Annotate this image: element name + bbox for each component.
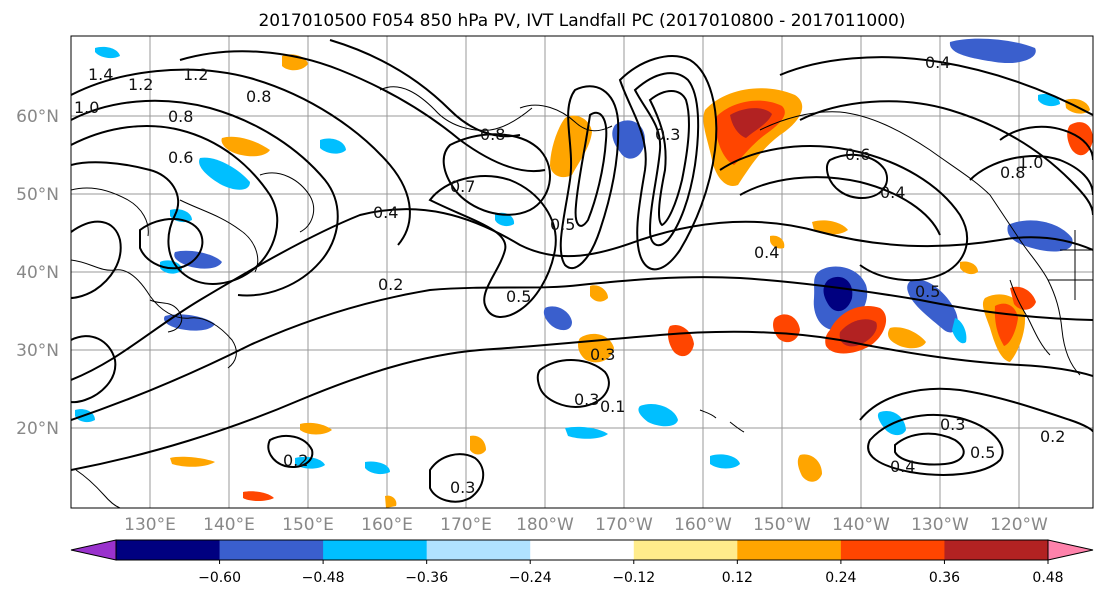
contour-label: 0.4 [925, 53, 950, 72]
contour-label: 1.0 [1018, 153, 1043, 172]
lon-label: 130°W [911, 515, 969, 535]
contour-label: 0.4 [373, 203, 398, 222]
colorbar-cell [633, 540, 738, 560]
latitude-labels: 60°N 50°N 40°N 30°N 20°N [16, 107, 59, 439]
lon-label: 170°W [595, 515, 653, 535]
colorbar-tick-label: −0.24 [509, 570, 552, 586]
contour-label: 1.2 [128, 75, 153, 94]
contour-label: 0.7 [450, 177, 475, 196]
longitude-labels: 130°E 140°E 150°E 160°E 170°E 180°W 170°… [124, 515, 1048, 535]
contour-label: 0.6 [168, 148, 193, 167]
lat-label: 20°N [16, 419, 59, 439]
contour-label: 0.3 [450, 478, 475, 497]
contour-label: 0.2 [378, 275, 403, 294]
colorbar-tick-label: 0.48 [1032, 570, 1063, 586]
lon-label: 140°E [203, 515, 255, 535]
pv-positive-shading [170, 54, 1093, 508]
coastlines [71, 86, 1093, 508]
colorbar-min-extension [70, 539, 117, 561]
map-panel: 1.4 1.2 1.2 1.0 0.8 0.8 0.6 0.4 0.7 0.8 … [70, 35, 1094, 509]
contour-label: 0.3 [655, 125, 680, 144]
contour-label: 1.2 [183, 65, 208, 84]
contour-label: 0.5 [970, 443, 995, 462]
lat-label: 60°N [16, 107, 59, 127]
contour-label: 0.8 [168, 107, 193, 126]
colorbar-tick-label: −0.36 [405, 570, 448, 586]
contour-label: 0.5 [550, 215, 575, 234]
lon-label: 150°E [282, 515, 334, 535]
colorbar-cell [737, 540, 842, 560]
colorbar-cell [530, 540, 635, 560]
contour-label: 0.6 [845, 145, 870, 164]
lon-label: 150°W [753, 515, 811, 535]
lat-label: 50°N [16, 185, 59, 205]
colorbar-tick-label: −0.48 [302, 570, 345, 586]
lon-label: 180°W [516, 515, 574, 535]
contour-label: 1.4 [88, 65, 113, 84]
lon-label: 140°W [832, 515, 890, 535]
colorbar-tick-label: 0.24 [825, 570, 856, 586]
lon-label: 120°W [990, 515, 1048, 535]
contour-label: 0.4 [890, 457, 915, 476]
lat-label: 40°N [16, 263, 59, 283]
colorbar-cell [323, 540, 428, 560]
contour-labels: 1.4 1.2 1.2 1.0 0.8 0.8 0.6 0.4 0.7 0.8 … [74, 53, 1065, 497]
contour-label: 0.3 [940, 415, 965, 434]
colorbar-max-extension [1047, 539, 1094, 561]
figure-title: 2017010500 F054 850 hPa PV, IVT Landfall… [258, 11, 905, 31]
map-frame [70, 35, 1094, 509]
pv-contours [71, 39, 1093, 503]
graticule [71, 36, 1093, 508]
contour-label: 0.2 [1040, 427, 1065, 446]
contour-label: 1.0 [74, 98, 99, 117]
colorbar-cell [116, 540, 221, 560]
contour-label: 0.2 [283, 451, 308, 470]
lon-label: 160°W [674, 515, 732, 535]
contour-label: 0.5 [506, 287, 531, 306]
contour-label: 0.8 [480, 125, 505, 144]
colorbar-cell [219, 540, 324, 560]
contour-label: 0.1 [600, 397, 625, 416]
colorbar-tick-label: 0.36 [929, 570, 960, 586]
contour-label: 0.5 [915, 282, 940, 301]
colorbar-cell [426, 540, 531, 560]
colorbar-tick-label: −0.12 [612, 570, 655, 586]
contour-label: 0.3 [590, 345, 615, 364]
lon-label: 170°E [440, 515, 492, 535]
colorbar-cell [840, 540, 945, 560]
lon-label: 130°E [124, 515, 176, 535]
colorbar-tick-label: −0.60 [198, 570, 241, 586]
contour-label: 0.4 [754, 243, 779, 262]
colorbar-frame [115, 539, 1049, 561]
contour-label: 0.4 [880, 183, 905, 202]
lat-label: 30°N [16, 341, 59, 361]
contour-label: 0.8 [246, 87, 271, 106]
colorbar-cell [944, 540, 1049, 560]
lon-label: 160°E [361, 515, 413, 535]
colorbar-tick-label: 0.12 [722, 570, 753, 586]
colorbar: −0.60 −0.48 −0.36 −0.24 −0.12 0.12 0.24 0.36 0.4… [70, 539, 1094, 586]
contour-label: 0.8 [1000, 163, 1025, 182]
contour-label: 0.3 [574, 390, 599, 409]
